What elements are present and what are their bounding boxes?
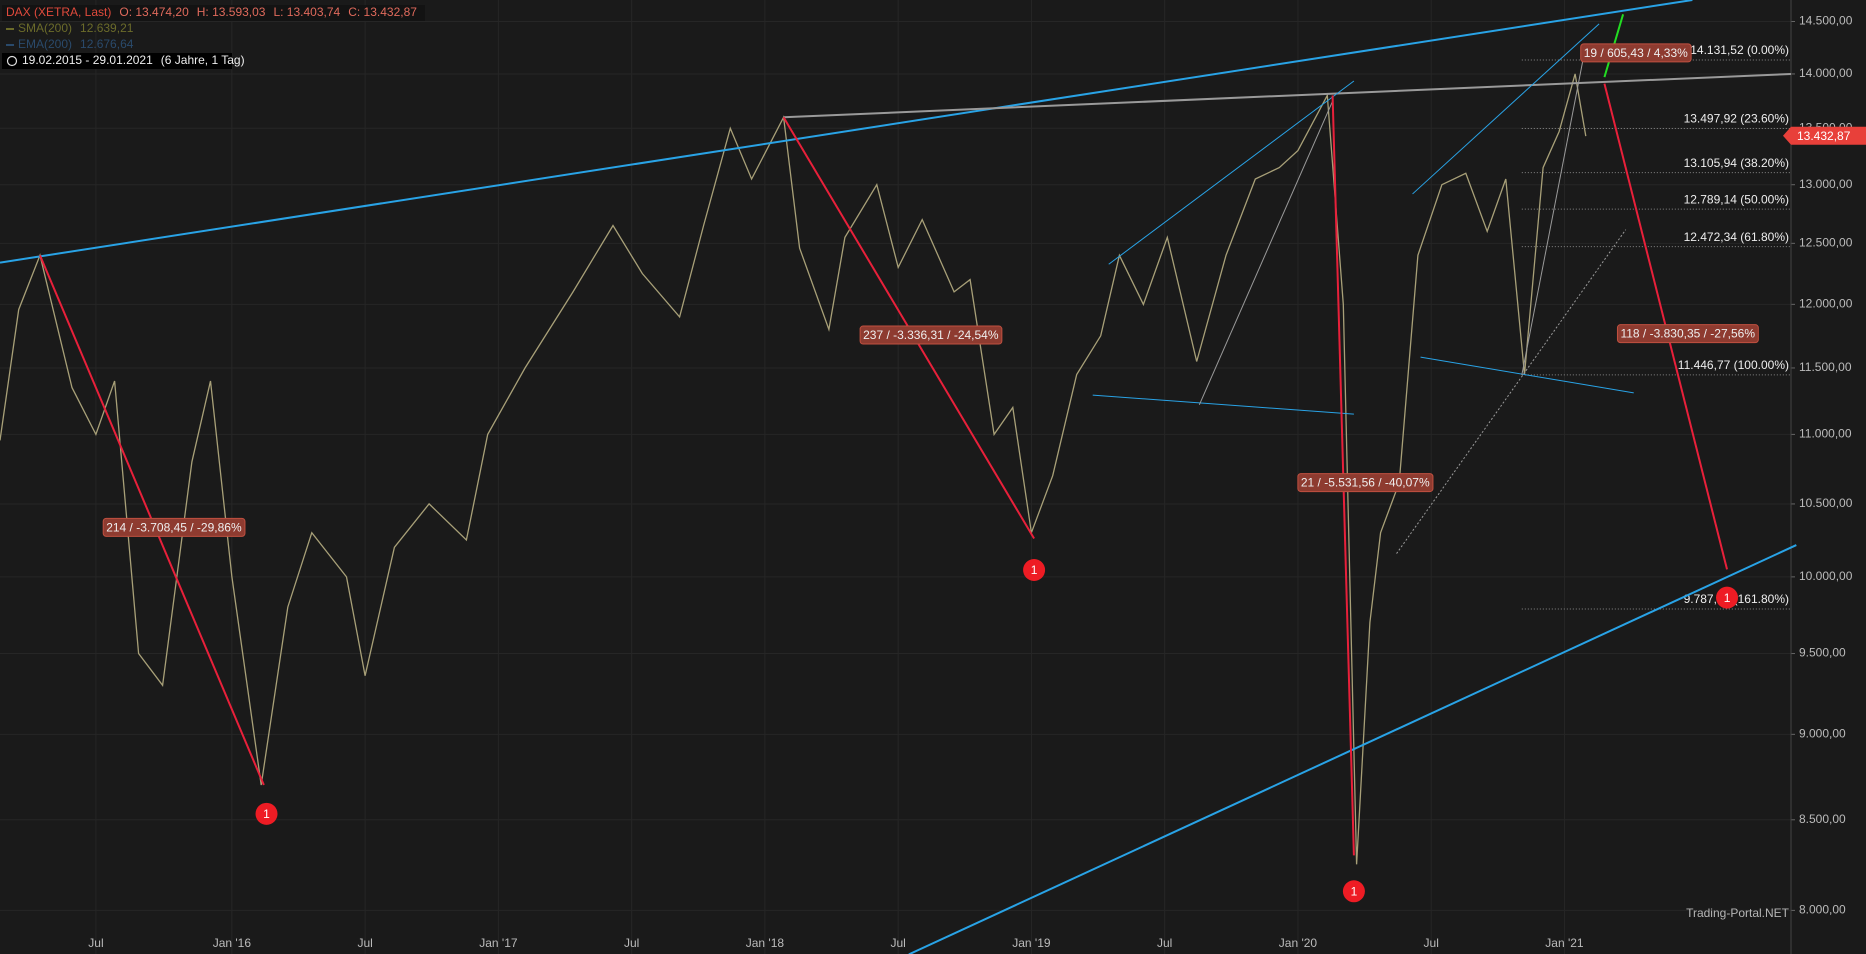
- event-marker-label: 1: [1351, 884, 1358, 898]
- trendline: [908, 544, 1797, 954]
- date-range: 19.02.2015 - 29.01.2021: [22, 53, 153, 67]
- event-marker-label: 1: [1031, 563, 1038, 577]
- x-tick-label: Jan '20: [1279, 936, 1318, 950]
- x-tick-label: Jul: [624, 936, 639, 950]
- x-tick-label: Jan '16: [213, 936, 252, 950]
- last-price-label: 13.432,87: [1797, 129, 1851, 143]
- indicator-value: 12.676,64: [80, 37, 134, 51]
- fib-label: 14.131,52 (0.00%): [1690, 43, 1789, 57]
- y-tick-label: 12.500,00: [1799, 236, 1853, 250]
- event-marker: [1342, 880, 1365, 903]
- y-tick-label: 14.500,00: [1799, 14, 1853, 28]
- range-bg: [2, 53, 232, 69]
- trend-label-text: 118 / -3.830,35 / -27,56%: [1620, 327, 1755, 341]
- y-tick-label: 12.000,00: [1799, 297, 1853, 311]
- fib-label: 12.789,14 (50.00%): [1684, 192, 1789, 206]
- y-tick-label: 10.000,00: [1799, 569, 1853, 583]
- ohlc: C: 13.432,87: [348, 5, 417, 19]
- y-tick-label: 11.000,00: [1799, 427, 1852, 441]
- x-tick-label: Jul: [88, 936, 103, 950]
- indicator-name: SMA(200): [18, 21, 72, 35]
- trend-label-bg: [1297, 473, 1434, 493]
- trend-label: 237 / -3.336,31 / -24,54%: [859, 325, 1003, 345]
- event-marker: [1023, 559, 1046, 582]
- fib-label: 12.472,34 (61.80%): [1684, 230, 1789, 244]
- y-tick-label: 10.500,00: [1799, 496, 1853, 510]
- x-tick-label: Jan '19: [1012, 936, 1051, 950]
- indicator-value: 12.639,21: [80, 21, 134, 35]
- event-marker-label: 1: [263, 807, 270, 821]
- y-tick-label: 14.000,00: [1799, 66, 1853, 80]
- x-tick-label: Jul: [1424, 936, 1439, 950]
- last-price-badge: [1783, 126, 1866, 145]
- trend-label: 118 / -3.830,35 / -27,56%: [1616, 324, 1759, 344]
- date-span: (6 Jahre, 1 Tag): [161, 53, 245, 67]
- x-tick-label: Jul: [1157, 936, 1172, 950]
- trendline: [1108, 80, 1355, 265]
- trend-label-text: 237 / -3.336,31 / -24,54%: [863, 328, 999, 342]
- x-tick-label: Jan '21: [1545, 936, 1584, 950]
- y-tick-label: 13.000,00: [1799, 177, 1853, 191]
- trend-label: 214 / -3.708,45 / -29,86%: [102, 517, 246, 537]
- trendline: [1412, 23, 1600, 195]
- y-tick-label: 9.000,00: [1799, 727, 1846, 741]
- ohlc: H: 13.593,03: [197, 5, 266, 19]
- trendline: [0, 0, 1693, 264]
- ohlc: L: 13.403,74: [273, 5, 340, 19]
- y-tick-label: 8.500,00: [1799, 812, 1846, 826]
- price-line: [0, 73, 1587, 865]
- event-marker: [255, 802, 278, 825]
- header-bg: [2, 5, 425, 21]
- trend-label-bg: [859, 325, 1003, 345]
- trend-label-text: 21 / -5.531,56 / -40,07%: [1301, 476, 1430, 490]
- x-tick-label: Jan '17: [479, 936, 518, 950]
- fib-label: 11.446,77 (100.00%): [1678, 358, 1789, 372]
- header: DAX (XETRA, Last) O: 13.474,20 H: 13.593,0…: [2, 5, 425, 69]
- symbol: DAX (XETRA, Last): [6, 5, 111, 19]
- y-tick-label: 9.500,00: [1799, 646, 1846, 660]
- fib-label: 13.105,94 (38.20%): [1684, 156, 1789, 170]
- trendline: [1198, 101, 1334, 406]
- event-marker: [1716, 586, 1739, 609]
- trendline: [1092, 394, 1354, 415]
- ohlc: O: 13.474,20: [119, 5, 189, 19]
- trend-label-text: 214 / -3.708,45 / -29,86%: [106, 520, 242, 534]
- trend-label-bg: [1580, 43, 1692, 63]
- indicator-swatch: [6, 28, 14, 30]
- trendline: [1521, 45, 1587, 376]
- trendline: [783, 72, 1792, 119]
- trend-label: 21 / -5.531,56 / -40,07%: [1297, 473, 1434, 493]
- trend-label-text: 19 / 605,43 / 4,33%: [1584, 46, 1688, 60]
- indicator-name: EMA(200): [18, 37, 72, 51]
- x-tick-label: Jul: [890, 936, 905, 950]
- clock-icon: [6, 55, 18, 67]
- y-tick-label: 8.000,00: [1799, 903, 1846, 917]
- trendline: [1420, 356, 1634, 394]
- y-tick-label: 11.500,00: [1799, 360, 1852, 374]
- event-marker-label: 1: [1724, 591, 1731, 605]
- watermark: Trading-Portal.NET: [1686, 906, 1790, 920]
- trend-label: 19 / 605,43 / 4,33%: [1580, 43, 1692, 63]
- x-tick-label: Jan '18: [746, 936, 785, 950]
- trend-label-bg: [102, 517, 246, 537]
- trend-label-bg: [1616, 324, 1759, 344]
- indicator-swatch: [6, 44, 14, 46]
- x-tick-label: Jul: [357, 936, 372, 950]
- fib-label: 13.497,92 (23.60%): [1684, 112, 1789, 126]
